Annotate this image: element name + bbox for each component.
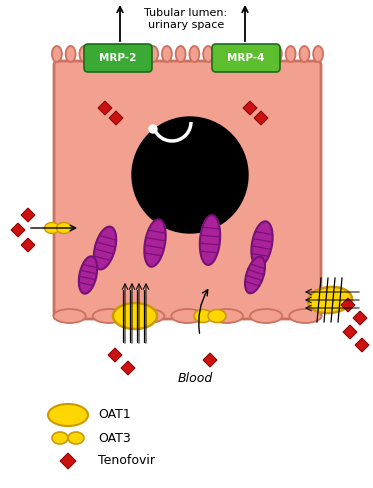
- Polygon shape: [121, 361, 135, 375]
- Ellipse shape: [250, 309, 282, 323]
- Ellipse shape: [272, 46, 282, 62]
- Polygon shape: [243, 101, 257, 115]
- Ellipse shape: [258, 46, 268, 62]
- Ellipse shape: [79, 46, 89, 62]
- Ellipse shape: [244, 46, 254, 62]
- Ellipse shape: [113, 303, 157, 329]
- Polygon shape: [353, 311, 367, 325]
- Polygon shape: [203, 353, 217, 367]
- Polygon shape: [108, 348, 122, 362]
- Ellipse shape: [52, 432, 68, 444]
- Ellipse shape: [48, 404, 88, 426]
- Ellipse shape: [144, 219, 166, 267]
- Ellipse shape: [68, 432, 84, 444]
- FancyBboxPatch shape: [54, 61, 321, 319]
- Ellipse shape: [200, 215, 220, 265]
- Ellipse shape: [231, 46, 241, 62]
- Polygon shape: [355, 338, 369, 352]
- Ellipse shape: [208, 309, 226, 323]
- Ellipse shape: [93, 309, 125, 323]
- Ellipse shape: [245, 257, 265, 293]
- Text: MRP-4: MRP-4: [227, 53, 265, 63]
- FancyBboxPatch shape: [212, 44, 280, 72]
- Ellipse shape: [300, 46, 309, 62]
- Ellipse shape: [176, 46, 186, 62]
- Ellipse shape: [94, 226, 116, 269]
- Circle shape: [149, 125, 157, 133]
- Polygon shape: [254, 111, 268, 125]
- Circle shape: [132, 117, 248, 233]
- Ellipse shape: [162, 46, 172, 62]
- Ellipse shape: [121, 46, 131, 62]
- Ellipse shape: [171, 309, 204, 323]
- Ellipse shape: [194, 309, 212, 323]
- Ellipse shape: [203, 46, 213, 62]
- Ellipse shape: [79, 256, 97, 294]
- Text: OAT1: OAT1: [98, 408, 131, 422]
- Ellipse shape: [289, 309, 322, 323]
- Ellipse shape: [93, 46, 103, 62]
- Ellipse shape: [189, 46, 199, 62]
- Ellipse shape: [134, 46, 144, 62]
- Polygon shape: [11, 223, 25, 237]
- Polygon shape: [343, 325, 357, 339]
- Ellipse shape: [308, 287, 352, 313]
- Ellipse shape: [313, 46, 323, 62]
- Polygon shape: [21, 238, 35, 252]
- FancyBboxPatch shape: [84, 44, 152, 72]
- Text: Tubular lumen:
urinary space: Tubular lumen: urinary space: [144, 8, 228, 30]
- Polygon shape: [98, 101, 112, 115]
- Polygon shape: [21, 208, 35, 222]
- Text: Blood: Blood: [178, 371, 213, 385]
- Ellipse shape: [148, 46, 158, 62]
- Text: Tenofovir: Tenofovir: [98, 454, 155, 468]
- Polygon shape: [341, 298, 355, 312]
- Text: OAT3: OAT3: [98, 431, 131, 445]
- Ellipse shape: [56, 223, 72, 233]
- Polygon shape: [109, 111, 123, 125]
- Ellipse shape: [211, 309, 243, 323]
- Ellipse shape: [286, 46, 295, 62]
- Ellipse shape: [132, 309, 164, 323]
- Ellipse shape: [52, 46, 62, 62]
- Ellipse shape: [66, 46, 76, 62]
- Text: MRP-2: MRP-2: [99, 53, 137, 63]
- Ellipse shape: [217, 46, 227, 62]
- Ellipse shape: [107, 46, 117, 62]
- Polygon shape: [60, 453, 76, 469]
- Ellipse shape: [251, 221, 273, 267]
- Ellipse shape: [44, 223, 60, 233]
- Ellipse shape: [54, 309, 86, 323]
